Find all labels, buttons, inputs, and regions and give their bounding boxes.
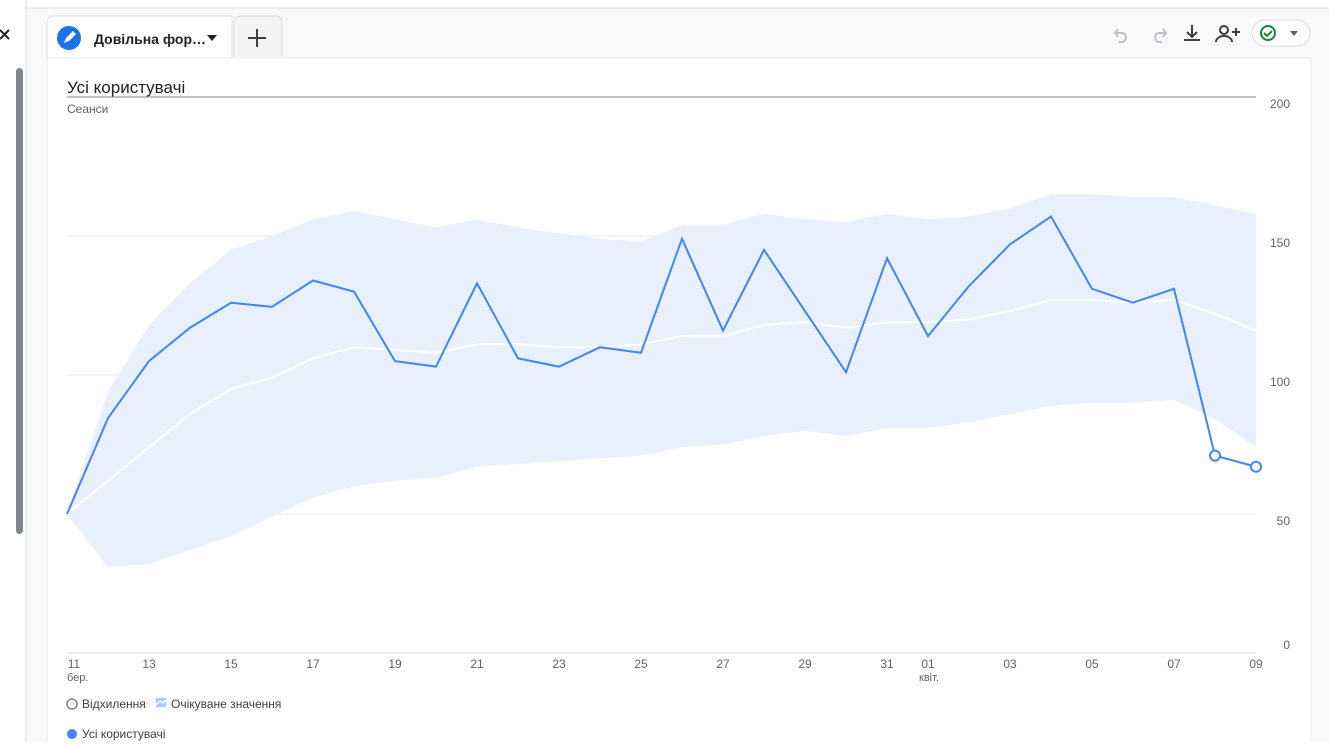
check-icon (1260, 25, 1276, 41)
x-tick-label: 19 (388, 657, 402, 671)
series-line (66, 215, 1257, 515)
tab[interactable] (46, 15, 233, 57)
pencil (64, 31, 76, 43)
x-tick-label: 03 (1003, 657, 1017, 671)
x-tick-label: 07 (1167, 657, 1181, 671)
y-tick-label: 50 (1277, 514, 1291, 528)
scrollbar[interactable] (16, 68, 23, 534)
y-tick-label: 150 (1270, 236, 1290, 250)
y-axis-label: Сеанси (67, 102, 108, 116)
x-tick-label: 13 (142, 657, 156, 671)
undo-redo[interactable] (1113, 28, 1168, 43)
legend-expected-line (155, 699, 167, 706)
legend-anomaly-icon (66, 698, 78, 710)
y-tick-label: 0 (1283, 638, 1290, 652)
anomaly-point (1209, 449, 1221, 462)
share-icon[interactable] (1215, 25, 1240, 43)
anomaly-point (1250, 460, 1262, 473)
chart-title: Усі користувачі (67, 78, 185, 97)
tab-title[interactable]: Довільна фор… (94, 31, 206, 47)
x-tick-label: 09 (1249, 657, 1263, 671)
x-month-label: квіт. (919, 672, 939, 684)
x-month-label: бер. (67, 672, 88, 684)
legend-label: Усі користувачі (82, 727, 165, 741)
x-tick-label: 23 (552, 657, 566, 671)
tab-dropdown[interactable] (207, 35, 217, 41)
expected-band (67, 194, 1256, 567)
close-icon[interactable] (0, 29, 10, 40)
plus-icon (248, 29, 266, 47)
x-tick-label: 31 (880, 657, 894, 671)
x-tick-label: 25 (634, 657, 648, 671)
check-mark (1263, 30, 1273, 38)
expected-line (66, 298, 1257, 515)
status-dropdown (1290, 31, 1298, 36)
x-tick-label: 05 (1085, 657, 1099, 671)
x-tick-label: 15 (224, 657, 238, 671)
legend-label: Очікуване значення (171, 697, 281, 711)
x-tick-label: 21 (470, 657, 484, 671)
y-tick-label: 100 (1270, 375, 1290, 389)
y-tick-label: 200 (1270, 97, 1290, 111)
x-tick-label: 11 (68, 657, 81, 671)
download-icon[interactable] (1184, 25, 1200, 41)
x-tick-label: 01 (921, 657, 935, 671)
legend-series-icon (67, 729, 77, 739)
legend-label: Відхилення (82, 697, 146, 711)
x-tick-label: 17 (306, 657, 320, 671)
x-tick-label: 29 (798, 657, 812, 671)
x-tick-label: 27 (716, 657, 730, 671)
